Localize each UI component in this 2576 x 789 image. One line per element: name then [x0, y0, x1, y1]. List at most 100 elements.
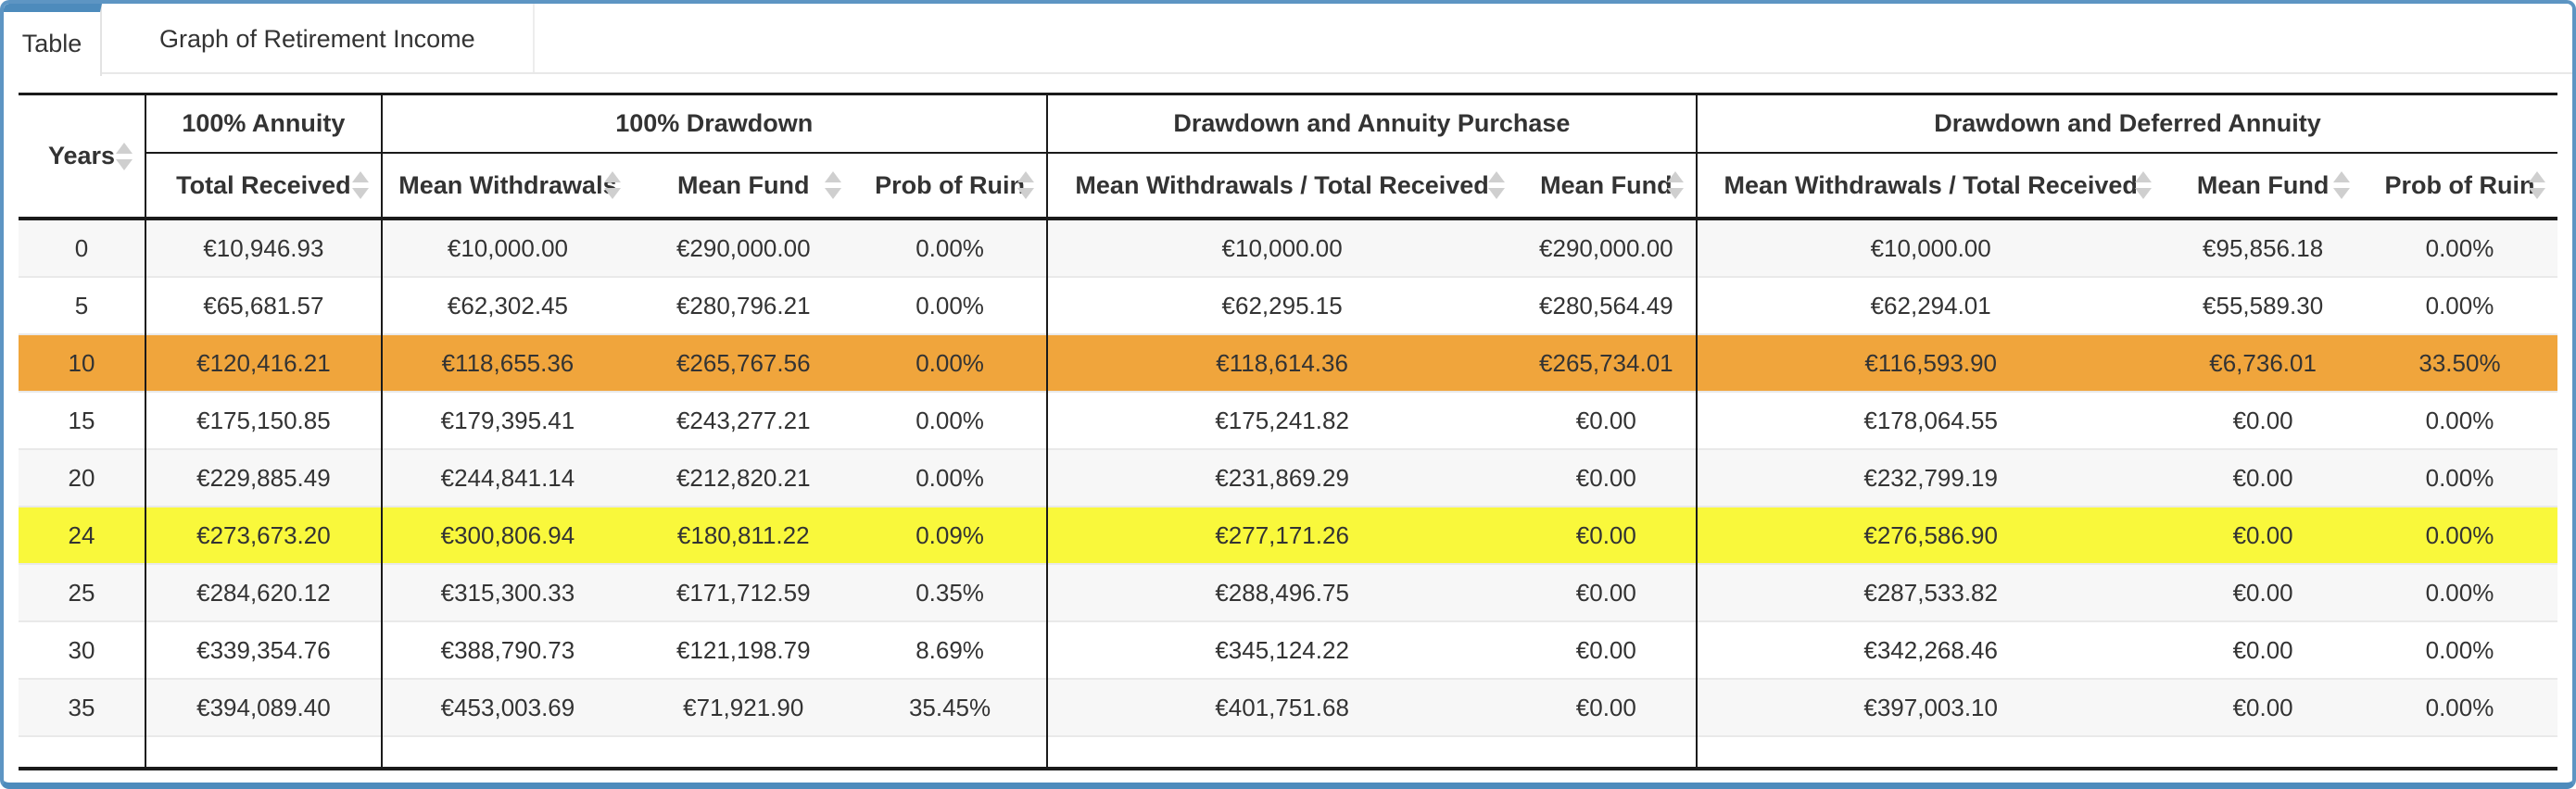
- value-cell: 0.00%: [2361, 276, 2557, 334]
- years-cell: 5: [19, 276, 145, 334]
- value-cell: €290,000.00: [676, 233, 811, 262]
- tab-table[interactable]: Table: [4, 4, 102, 76]
- empty-cell: [145, 735, 382, 769]
- value-cell: €342,268.46: [1696, 620, 2165, 679]
- header-label: Mean Withdrawals: [398, 170, 617, 199]
- value-cell: €265,734.01: [1516, 333, 1698, 392]
- value-cell: €0.00: [1516, 391, 1698, 449]
- sort-icon: [2134, 169, 2153, 202]
- table-body: 0 €10,946.93 €10,000.00 €290,000.00 0.00% €10…: [19, 219, 2557, 769]
- value-cell: €120,416.21: [145, 333, 382, 392]
- value-cell: €0.00: [2164, 391, 2362, 449]
- empty-cell: [853, 735, 1047, 769]
- value-cell: €231,869.29: [1045, 448, 1517, 507]
- sort-icon: [1666, 169, 1685, 202]
- sort-header-years[interactable]: Years: [19, 94, 145, 220]
- tab-graph-of-retirement-income[interactable]: Graph of Retirement Income: [102, 4, 535, 74]
- years-cell: 15: [19, 391, 145, 449]
- value-cell: €394,089.40: [145, 678, 382, 736]
- value-cell: 0.35%: [853, 563, 1047, 621]
- years-cell: 30: [19, 620, 145, 679]
- value-cell: €180,811.22: [633, 506, 854, 564]
- table-row-year-15[interactable]: 15 €175,150.85 €179,395.41 €243,277.21 0.00%…: [19, 391, 2557, 449]
- header-label: Total Received: [176, 170, 351, 199]
- table-row-year-10[interactable]: 10 €120,416.21 €118,655.36 €265,767.56 0.00%…: [19, 333, 2557, 392]
- header-label: Mean Fund: [2196, 170, 2330, 199]
- value-cell: €243,277.21: [633, 391, 854, 449]
- group-header-drawdown-annuity-purchase: Drawdown and Annuity Purchase: [1045, 94, 1698, 154]
- value-cell: €388,790.73: [380, 620, 634, 679]
- sort-header-drawdown-mean-withdrawals[interactable]: Mean Withdrawals: [380, 153, 634, 220]
- empty-cell: [380, 735, 634, 769]
- table-row-year-5[interactable]: 5 €65,681.57 €62,302.45 €280,796.21 0.00% €62…: [19, 276, 2557, 334]
- value-cell: €121,198.79: [633, 620, 854, 679]
- value-cell: €0.00: [1516, 620, 1698, 679]
- value-cell: 0.09%: [853, 506, 1047, 564]
- value-cell: €62,294.01: [1696, 276, 2165, 334]
- years-cell: 0: [74, 233, 89, 262]
- group-header-row: Years 100% Annuity 100% Drawdown Drawdow…: [19, 94, 2557, 220]
- header-label: Mean Withdrawals / Total Received: [1075, 170, 1489, 199]
- empty-cell: [1516, 735, 1698, 769]
- value-cell: €232,799.19: [1696, 448, 2165, 507]
- value-cell: 0.00%: [853, 333, 1047, 392]
- value-cell: €178,064.55: [1696, 391, 2165, 449]
- table-row-year-20[interactable]: 20 €229,885.49 €244,841.14 €212,820.21 0.00%…: [19, 448, 2557, 507]
- sort-header-drawdown-mean-fund[interactable]: Mean Fund: [633, 153, 854, 220]
- header-label: Prob of Ruin: [875, 170, 1026, 199]
- sort-header-dda-mean-fund[interactable]: Mean Fund: [2164, 153, 2362, 220]
- table-row-year-24[interactable]: 24 €273,673.20 €300,806.94 €180,811.22 0.09%…: [19, 506, 2557, 564]
- value-cell: €339,354.76: [145, 620, 382, 679]
- tab-graph-label: Graph of Retirement Income: [159, 24, 475, 53]
- value-cell: €0.00: [2164, 506, 2362, 564]
- value-cell: €290,000.00: [1539, 233, 1673, 262]
- value-cell: €345,124.22: [1045, 620, 1517, 679]
- value-cell: €300,806.94: [380, 506, 634, 564]
- years-cell: 25: [19, 563, 145, 621]
- value-cell: €280,564.49: [1516, 276, 1698, 334]
- table-row-year-0[interactable]: 0 €10,946.93 €10,000.00 €290,000.00 0.00% €10…: [19, 219, 2557, 277]
- table-row-year-30[interactable]: 30 €339,354.76 €388,790.73 €121,198.79 8.69%…: [19, 620, 2557, 679]
- sort-icon: [1017, 169, 1035, 202]
- table-row-year-25[interactable]: 25 €284,620.12 €315,300.33 €171,712.59 0.35%…: [19, 563, 2557, 621]
- table-row-year-35[interactable]: 35 €394,089.40 €453,003.69 €71,921.90 35.45%…: [19, 678, 2557, 736]
- value-cell: €0.00: [1516, 563, 1698, 621]
- value-cell: €116,593.90: [1696, 333, 2165, 392]
- sort-header-dap-mean-withdrawals-total-received[interactable]: Mean Withdrawals / Total Received: [1045, 153, 1517, 220]
- value-cell: €212,820.21: [633, 448, 854, 507]
- value-cell: €280,796.21: [633, 276, 854, 334]
- value-cell: 0.00%: [853, 391, 1047, 449]
- retirement-income-table: Years 100% Annuity 100% Drawdown Drawdow…: [19, 93, 2557, 770]
- value-cell: €0.00: [1516, 506, 1698, 564]
- years-cell: 35: [19, 678, 145, 736]
- value-cell: 8.69%: [853, 620, 1047, 679]
- table-container: Years 100% Annuity 100% Drawdown Drawdow…: [4, 74, 2572, 770]
- tab-bar: Table Graph of Retirement Income: [4, 4, 2572, 76]
- sort-icon: [603, 169, 622, 202]
- sort-header-dda-mean-withdrawals-total-received[interactable]: Mean Withdrawals / Total Received: [1696, 153, 2165, 220]
- value-cell: 0.00%: [2361, 391, 2557, 449]
- header-label: Mean Fund: [1540, 170, 1673, 199]
- sort-header-dda-prob-of-ruin[interactable]: Prob of Ruin: [2361, 153, 2557, 220]
- value-cell: 0.00%: [853, 448, 1047, 507]
- value-cell: 33.50%: [2361, 333, 2557, 392]
- value-cell: €10,000.00: [1045, 219, 1517, 277]
- value-cell: €315,300.33: [380, 563, 634, 621]
- value-cell: €277,171.26: [1045, 506, 1517, 564]
- sort-header-dap-mean-fund[interactable]: Mean Fund: [1516, 153, 1698, 220]
- sort-header-drawdown-prob-of-ruin[interactable]: Prob of Ruin: [853, 153, 1047, 220]
- value-cell: 0.00%: [853, 276, 1047, 334]
- sort-header-annuity-total-received[interactable]: Total Received: [145, 153, 382, 220]
- years-header-label: Years: [47, 142, 116, 169]
- group-header-100-annuity: 100% Annuity: [145, 94, 382, 154]
- value-cell: €401,751.68: [1045, 678, 1517, 736]
- value-cell: €118,655.36: [380, 333, 634, 392]
- value-cell: €453,003.69: [380, 678, 634, 736]
- value-cell: €62,295.15: [1045, 276, 1517, 334]
- value-cell: €175,241.82: [1045, 391, 1517, 449]
- empty-row: [19, 735, 2557, 769]
- value-cell: €284,620.12: [145, 563, 382, 621]
- sort-icon: [2332, 169, 2351, 202]
- value-cell: €65,681.57: [145, 276, 382, 334]
